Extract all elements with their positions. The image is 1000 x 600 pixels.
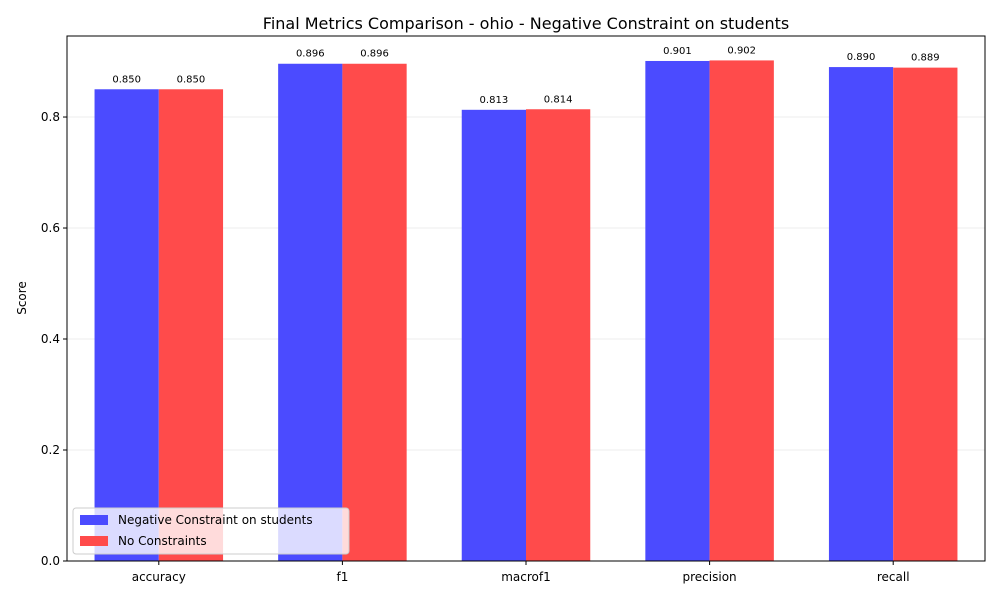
- bar-f1-negative-constraint: [278, 63, 343, 561]
- bar-value-label: 0.896: [360, 49, 389, 60]
- legend-swatch: [80, 536, 108, 546]
- bar-accuracy-no-constraints: [158, 89, 224, 562]
- y-axis-label: Score: [15, 281, 29, 315]
- y-tick-label: 0.6: [41, 221, 60, 235]
- bar-value-label: 0.890: [847, 52, 876, 63]
- y-tick-label: 0.0: [41, 554, 60, 568]
- data-labels-layer: 0.850 0.850 0.896 0.896 0.813 0.814 0.901 0.902…: [112, 45, 939, 105]
- bar-value-label: 0.902: [727, 45, 756, 56]
- x-tick-label: precision: [683, 570, 737, 584]
- bar-value-label: 0.901: [663, 46, 692, 57]
- bar-value-label: 0.813: [480, 95, 509, 106]
- bar-precision-no-constraints: [709, 60, 774, 561]
- legend-label: Negative Constraint on students: [118, 513, 313, 527]
- x-tick-label: macrof1: [501, 570, 551, 584]
- bar-f1-no-constraints: [342, 63, 407, 561]
- bar-value-label: 0.814: [544, 94, 573, 105]
- legend-label: No Constraints: [118, 534, 207, 548]
- bar-recall-negative-constraint: [828, 67, 894, 562]
- bars-layer: [94, 60, 958, 562]
- y-tick-label: 0.4: [41, 332, 60, 346]
- bar-value-label: 0.889: [911, 53, 940, 64]
- bar-macrof1-negative-constraint: [461, 109, 526, 561]
- bar-precision-negative-constraint: [645, 60, 710, 561]
- y-tick-label: 0.8: [41, 110, 60, 124]
- bar-macrof1-no-constraints: [526, 109, 591, 562]
- legend: Negative Constraint on students No Constr…: [72, 507, 350, 555]
- x-tick-label: f1: [336, 570, 348, 584]
- legend-swatch: [80, 515, 108, 525]
- y-tick-label: 0.2: [41, 443, 60, 457]
- bar-value-label: 0.896: [296, 49, 325, 60]
- y-axis: 0.0 0.2 0.4 0.6 0.8: [41, 110, 67, 568]
- bar-accuracy-negative-constraint: [94, 89, 159, 562]
- bar-value-label: 0.850: [112, 74, 141, 85]
- x-tick-label: accuracy: [132, 570, 186, 584]
- legend-box: [72, 507, 350, 555]
- bar-value-label: 0.850: [177, 74, 206, 85]
- bar-recall-no-constraints: [893, 67, 958, 562]
- x-axis: accuracy f1 macrof1 precision recall: [132, 561, 910, 584]
- chart-title: Final Metrics Comparison - ohio - Negati…: [263, 14, 789, 33]
- x-tick-label: recall: [877, 570, 910, 584]
